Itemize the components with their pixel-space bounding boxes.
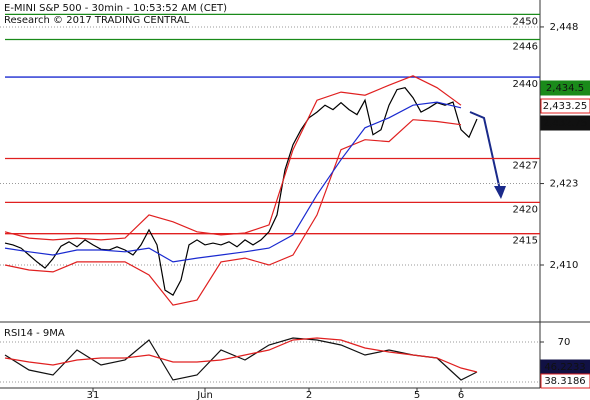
x-tick-label: 31 (87, 390, 100, 400)
series-line (4, 101, 462, 263)
series-line (4, 119, 462, 306)
price-tag: 38.3186 (544, 376, 585, 387)
x-tick-label: 2 (306, 390, 312, 400)
level-label: 2427 (513, 160, 538, 171)
x-tick-label: Jun (196, 390, 213, 400)
chart-subtitle: Research © 2017 TRADING CENTRAL (4, 15, 190, 26)
price-tag-box (540, 98, 590, 114)
rsi-title: RSI14 - 9MA (4, 328, 65, 339)
series-line (4, 337, 478, 373)
forecast-arrow (469, 111, 506, 199)
price-tag: 2,433.25 (543, 101, 588, 112)
level-label: 2450 (513, 16, 538, 27)
series-line (4, 87, 478, 296)
level-label: 2420 (513, 204, 538, 215)
x-tick-label: 5 (414, 390, 420, 400)
level-label: 2446 (513, 41, 538, 52)
price-tag-box (540, 373, 590, 389)
price-tag: 2,432.75 (543, 118, 588, 129)
y-tick-label: 70 (558, 337, 571, 348)
price-tag: 46.2233 (544, 362, 585, 373)
chart-title: E-MINI S&P 500 - 30min - 10:53:52 AM (CE… (4, 3, 227, 14)
level-label: 2415 (513, 236, 538, 247)
price-tag-box (540, 115, 590, 131)
price-tag: 2,434.5 (546, 83, 584, 94)
level-label: 2440 (513, 79, 538, 90)
y-tick-label: 2,448 (550, 22, 579, 33)
x-tick-label: 6 (458, 390, 464, 400)
price-tag-box (540, 80, 590, 96)
y-tick-label: 2,410 (550, 260, 579, 271)
y-tick-label: 2,423 (550, 179, 579, 190)
series-line (4, 75, 462, 241)
series-line (4, 337, 478, 381)
